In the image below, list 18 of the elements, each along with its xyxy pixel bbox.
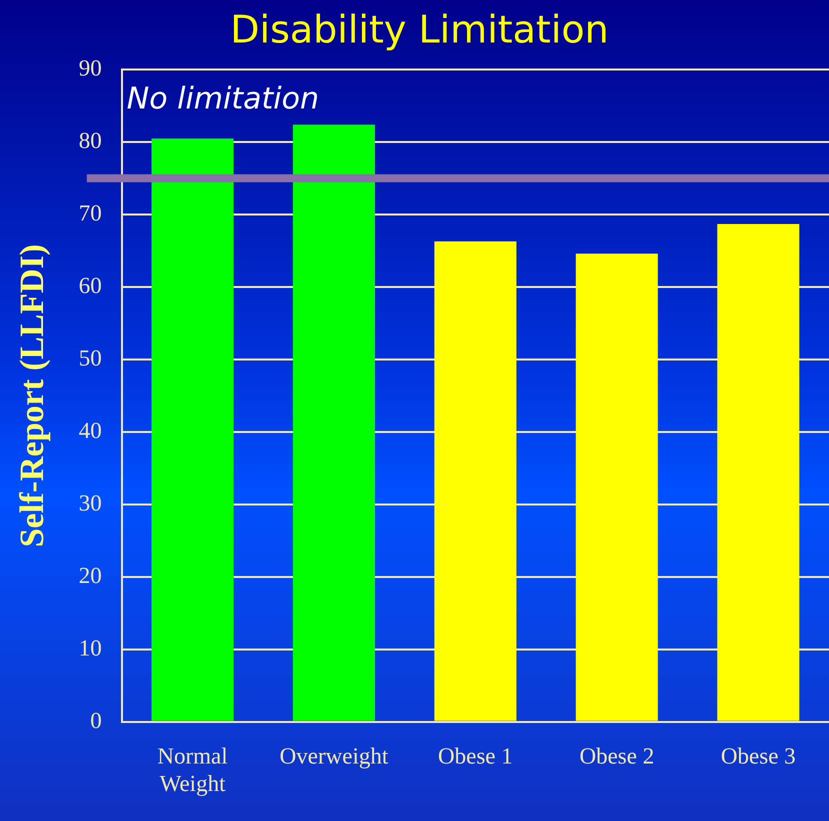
y-tick-label: 0	[90, 708, 102, 733]
x-tick-label: Overweight	[280, 744, 389, 769]
y-tick-label: 50	[78, 346, 102, 371]
ref-line-label: No limitation	[126, 81, 319, 116]
y-tick-label: 30	[78, 490, 102, 516]
y-axis-title: Self-Report (LLFDI)	[14, 244, 52, 548]
x-tick-label: Obese 2	[579, 744, 654, 769]
y-tick-label: 60	[78, 273, 102, 298]
x-tick-label: Normal Weight	[157, 744, 228, 796]
x-tick-label: Obese 1	[438, 744, 513, 769]
x-tick-label: Obese 3	[720, 744, 796, 769]
y-tick-label: 80	[78, 128, 102, 154]
chart-title: Disability Limitation	[230, 8, 609, 52]
y-tick-label: 10	[78, 635, 102, 660]
y-tick-label: 90	[78, 56, 102, 81]
y-tick-label: 20	[78, 562, 102, 588]
y-tick-label: 40	[78, 418, 102, 443]
y-tick-label: 70	[78, 200, 102, 226]
